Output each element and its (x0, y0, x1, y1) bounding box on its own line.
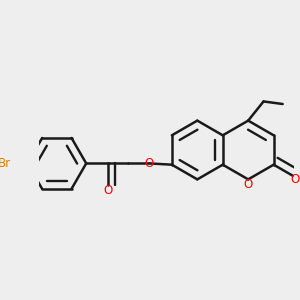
Text: Br: Br (0, 157, 11, 170)
Text: O: O (290, 173, 299, 186)
Text: O: O (244, 178, 253, 191)
Text: O: O (145, 157, 154, 170)
Text: O: O (103, 184, 112, 197)
